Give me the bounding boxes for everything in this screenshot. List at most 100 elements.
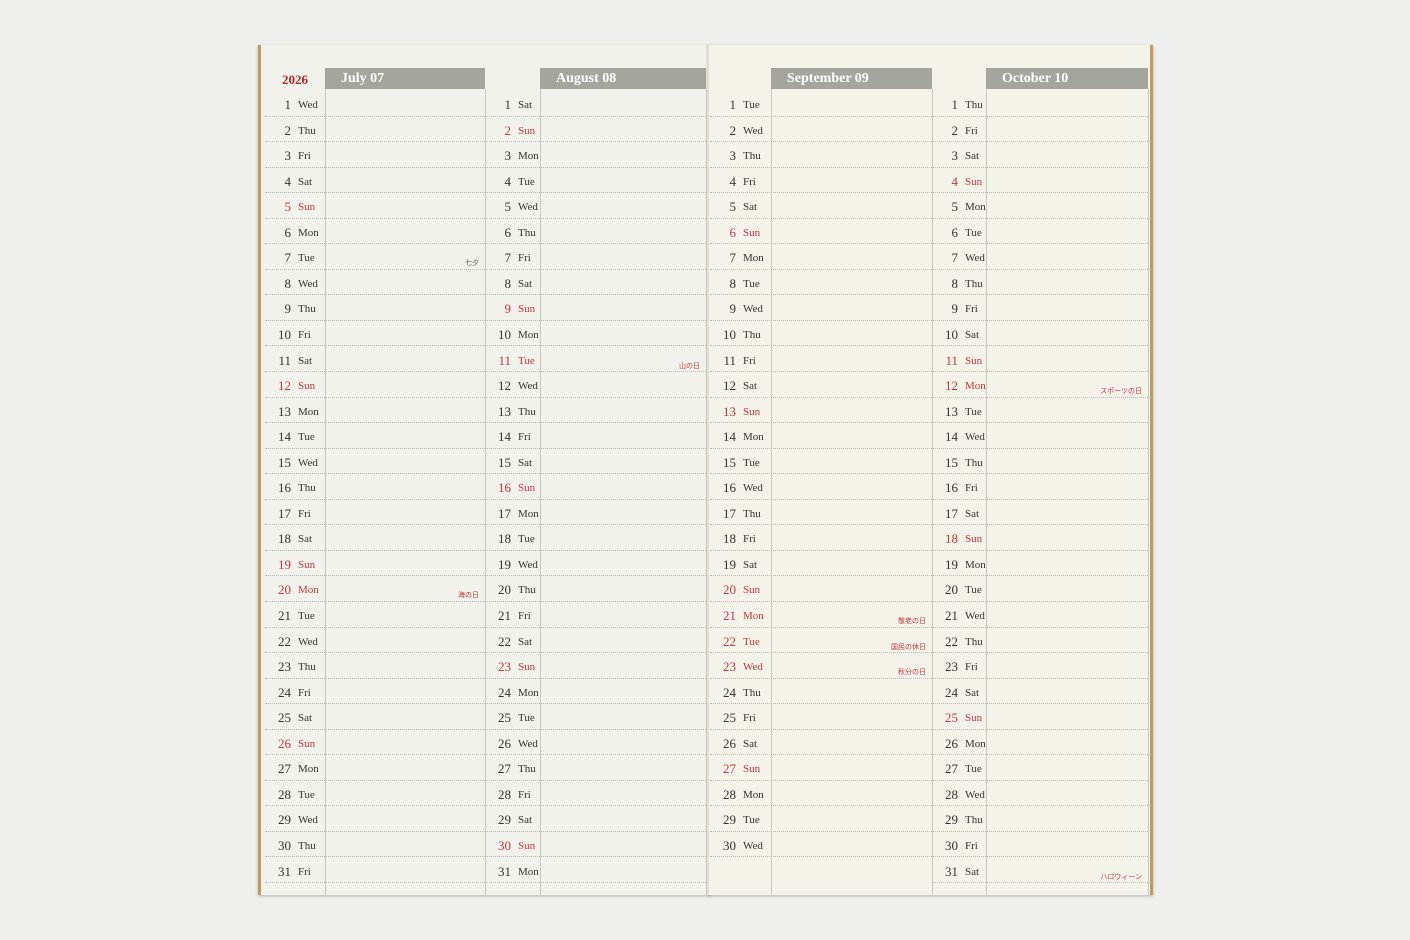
day-row[interactable]: 19 Mon xyxy=(932,551,1148,577)
day-row[interactable]: 2 Sun xyxy=(485,117,706,143)
day-row[interactable]: 13 Mon xyxy=(265,398,485,424)
day-row[interactable]: 15 Tue xyxy=(710,449,932,475)
day-row[interactable]: 10 Mon xyxy=(485,321,706,347)
day-row[interactable]: 12 Sun xyxy=(265,372,485,398)
day-row[interactable]: 5 Mon xyxy=(932,193,1148,219)
day-row[interactable]: 7 Wed xyxy=(932,244,1148,270)
day-row[interactable]: 11 Fri xyxy=(710,347,932,373)
day-row[interactable]: 20 Tue xyxy=(932,576,1148,602)
day-row[interactable]: 26 Mon xyxy=(932,730,1148,756)
day-row[interactable]: 28 Fri xyxy=(485,781,706,807)
day-row[interactable]: 22 Thu xyxy=(932,628,1148,654)
day-row[interactable]: 15 Wed xyxy=(265,449,485,475)
day-row[interactable]: 20 Sun xyxy=(710,576,932,602)
day-row[interactable]: 31 Mon xyxy=(485,858,706,884)
day-row[interactable]: 21 Mon 敬老の日 xyxy=(710,602,932,628)
day-row[interactable]: 25 Sun xyxy=(932,704,1148,730)
day-row[interactable]: 14 Fri xyxy=(485,423,706,449)
day-row[interactable]: 4 Fri xyxy=(710,168,932,194)
day-row[interactable]: 31 Sat ハロウィーン xyxy=(932,858,1148,884)
day-row[interactable]: 6 Mon xyxy=(265,219,485,245)
day-row[interactable]: 16 Sun xyxy=(485,474,706,500)
day-row[interactable]: 14 Tue xyxy=(265,423,485,449)
day-row[interactable]: 24 Thu xyxy=(710,679,932,705)
day-row[interactable]: 3 Mon xyxy=(485,142,706,168)
day-row[interactable]: 25 Sat xyxy=(265,704,485,730)
day-row[interactable]: 11 Sat xyxy=(265,347,485,373)
day-row[interactable]: 9 Sun xyxy=(485,295,706,321)
day-row[interactable]: 13 Thu xyxy=(485,398,706,424)
day-row[interactable]: 9 Fri xyxy=(932,295,1148,321)
day-row[interactable]: 15 Thu xyxy=(932,449,1148,475)
day-row[interactable]: 13 Sun xyxy=(710,398,932,424)
day-row[interactable]: 21 Tue xyxy=(265,602,485,628)
day-row[interactable]: 31 Fri xyxy=(265,858,485,884)
day-row[interactable]: 2 Wed xyxy=(710,117,932,143)
day-row[interactable]: 12 Mon スポーツの日 xyxy=(932,372,1148,398)
day-row[interactable]: 18 Sun xyxy=(932,525,1148,551)
day-row[interactable]: 3 Thu xyxy=(710,142,932,168)
day-row[interactable]: 2 Fri xyxy=(932,117,1148,143)
day-row[interactable]: 18 Sat xyxy=(265,525,485,551)
day-row[interactable]: 29 Wed xyxy=(265,806,485,832)
day-row[interactable]: 8 Thu xyxy=(932,270,1148,296)
day-row[interactable]: 24 Mon xyxy=(485,679,706,705)
day-row[interactable]: 22 Tue 国民の休日 xyxy=(710,628,932,654)
day-row[interactable]: 3 Sat xyxy=(932,142,1148,168)
day-row[interactable]: 28 Wed xyxy=(932,781,1148,807)
day-row[interactable]: 19 Sun xyxy=(265,551,485,577)
day-row[interactable]: 14 Mon xyxy=(710,423,932,449)
day-row[interactable]: 13 Tue xyxy=(932,398,1148,424)
day-row[interactable]: 18 Fri xyxy=(710,525,932,551)
day-row[interactable]: 30 Sun xyxy=(485,832,706,858)
day-row[interactable]: 17 Mon xyxy=(485,500,706,526)
day-row[interactable]: 25 Tue xyxy=(485,704,706,730)
day-row[interactable]: 6 Sun xyxy=(710,219,932,245)
day-row[interactable]: 26 Sat xyxy=(710,730,932,756)
day-row[interactable]: 27 Sun xyxy=(710,755,932,781)
day-row[interactable]: 9 Wed xyxy=(710,295,932,321)
day-row[interactable]: 21 Fri xyxy=(485,602,706,628)
day-row[interactable]: 28 Tue xyxy=(265,781,485,807)
day-row[interactable]: 17 Fri xyxy=(265,500,485,526)
day-row[interactable]: 5 Wed xyxy=(485,193,706,219)
day-row[interactable]: 23 Thu xyxy=(265,653,485,679)
day-row[interactable]: 29 Tue xyxy=(710,806,932,832)
day-row[interactable]: 4 Sat xyxy=(265,168,485,194)
day-row[interactable]: 6 Tue xyxy=(932,219,1148,245)
day-row[interactable]: 1 Tue xyxy=(710,91,932,117)
day-row[interactable]: 12 Wed xyxy=(485,372,706,398)
day-row[interactable]: 27 Mon xyxy=(265,755,485,781)
day-row[interactable]: 15 Sat xyxy=(485,449,706,475)
day-row[interactable]: 17 Thu xyxy=(710,500,932,526)
day-row[interactable]: 29 Sat xyxy=(485,806,706,832)
day-row[interactable]: 23 Wed 秋分の日 xyxy=(710,653,932,679)
day-row[interactable]: 7 Mon xyxy=(710,244,932,270)
day-row[interactable]: 18 Tue xyxy=(485,525,706,551)
day-row[interactable]: 16 Thu xyxy=(265,474,485,500)
day-row[interactable]: 23 Sun xyxy=(485,653,706,679)
day-row[interactable]: 10 Fri xyxy=(265,321,485,347)
day-row[interactable]: 27 Tue xyxy=(932,755,1148,781)
day-row[interactable]: 27 Thu xyxy=(485,755,706,781)
day-row[interactable]: 26 Wed xyxy=(485,730,706,756)
day-row[interactable]: 30 Thu xyxy=(265,832,485,858)
day-row[interactable]: 16 Wed xyxy=(710,474,932,500)
day-row[interactable]: 1 Thu xyxy=(932,91,1148,117)
day-row[interactable]: 20 Mon 海の日 xyxy=(265,576,485,602)
day-row[interactable]: 14 Wed xyxy=(932,423,1148,449)
day-row[interactable]: 24 Fri xyxy=(265,679,485,705)
day-row[interactable]: 22 Sat xyxy=(485,628,706,654)
day-row[interactable]: 30 Fri xyxy=(932,832,1148,858)
day-row[interactable]: 24 Sat xyxy=(932,679,1148,705)
day-row[interactable]: 5 Sat xyxy=(710,193,932,219)
day-row[interactable]: 1 Wed xyxy=(265,91,485,117)
day-row[interactable]: 1 Sat xyxy=(485,91,706,117)
day-row[interactable]: 23 Fri xyxy=(932,653,1148,679)
day-row[interactable]: 12 Sat xyxy=(710,372,932,398)
day-row[interactable]: 16 Fri xyxy=(932,474,1148,500)
day-row[interactable]: 28 Mon xyxy=(710,781,932,807)
day-row[interactable]: 4 Tue xyxy=(485,168,706,194)
day-row[interactable]: 21 Wed xyxy=(932,602,1148,628)
day-row[interactable]: 3 Fri xyxy=(265,142,485,168)
